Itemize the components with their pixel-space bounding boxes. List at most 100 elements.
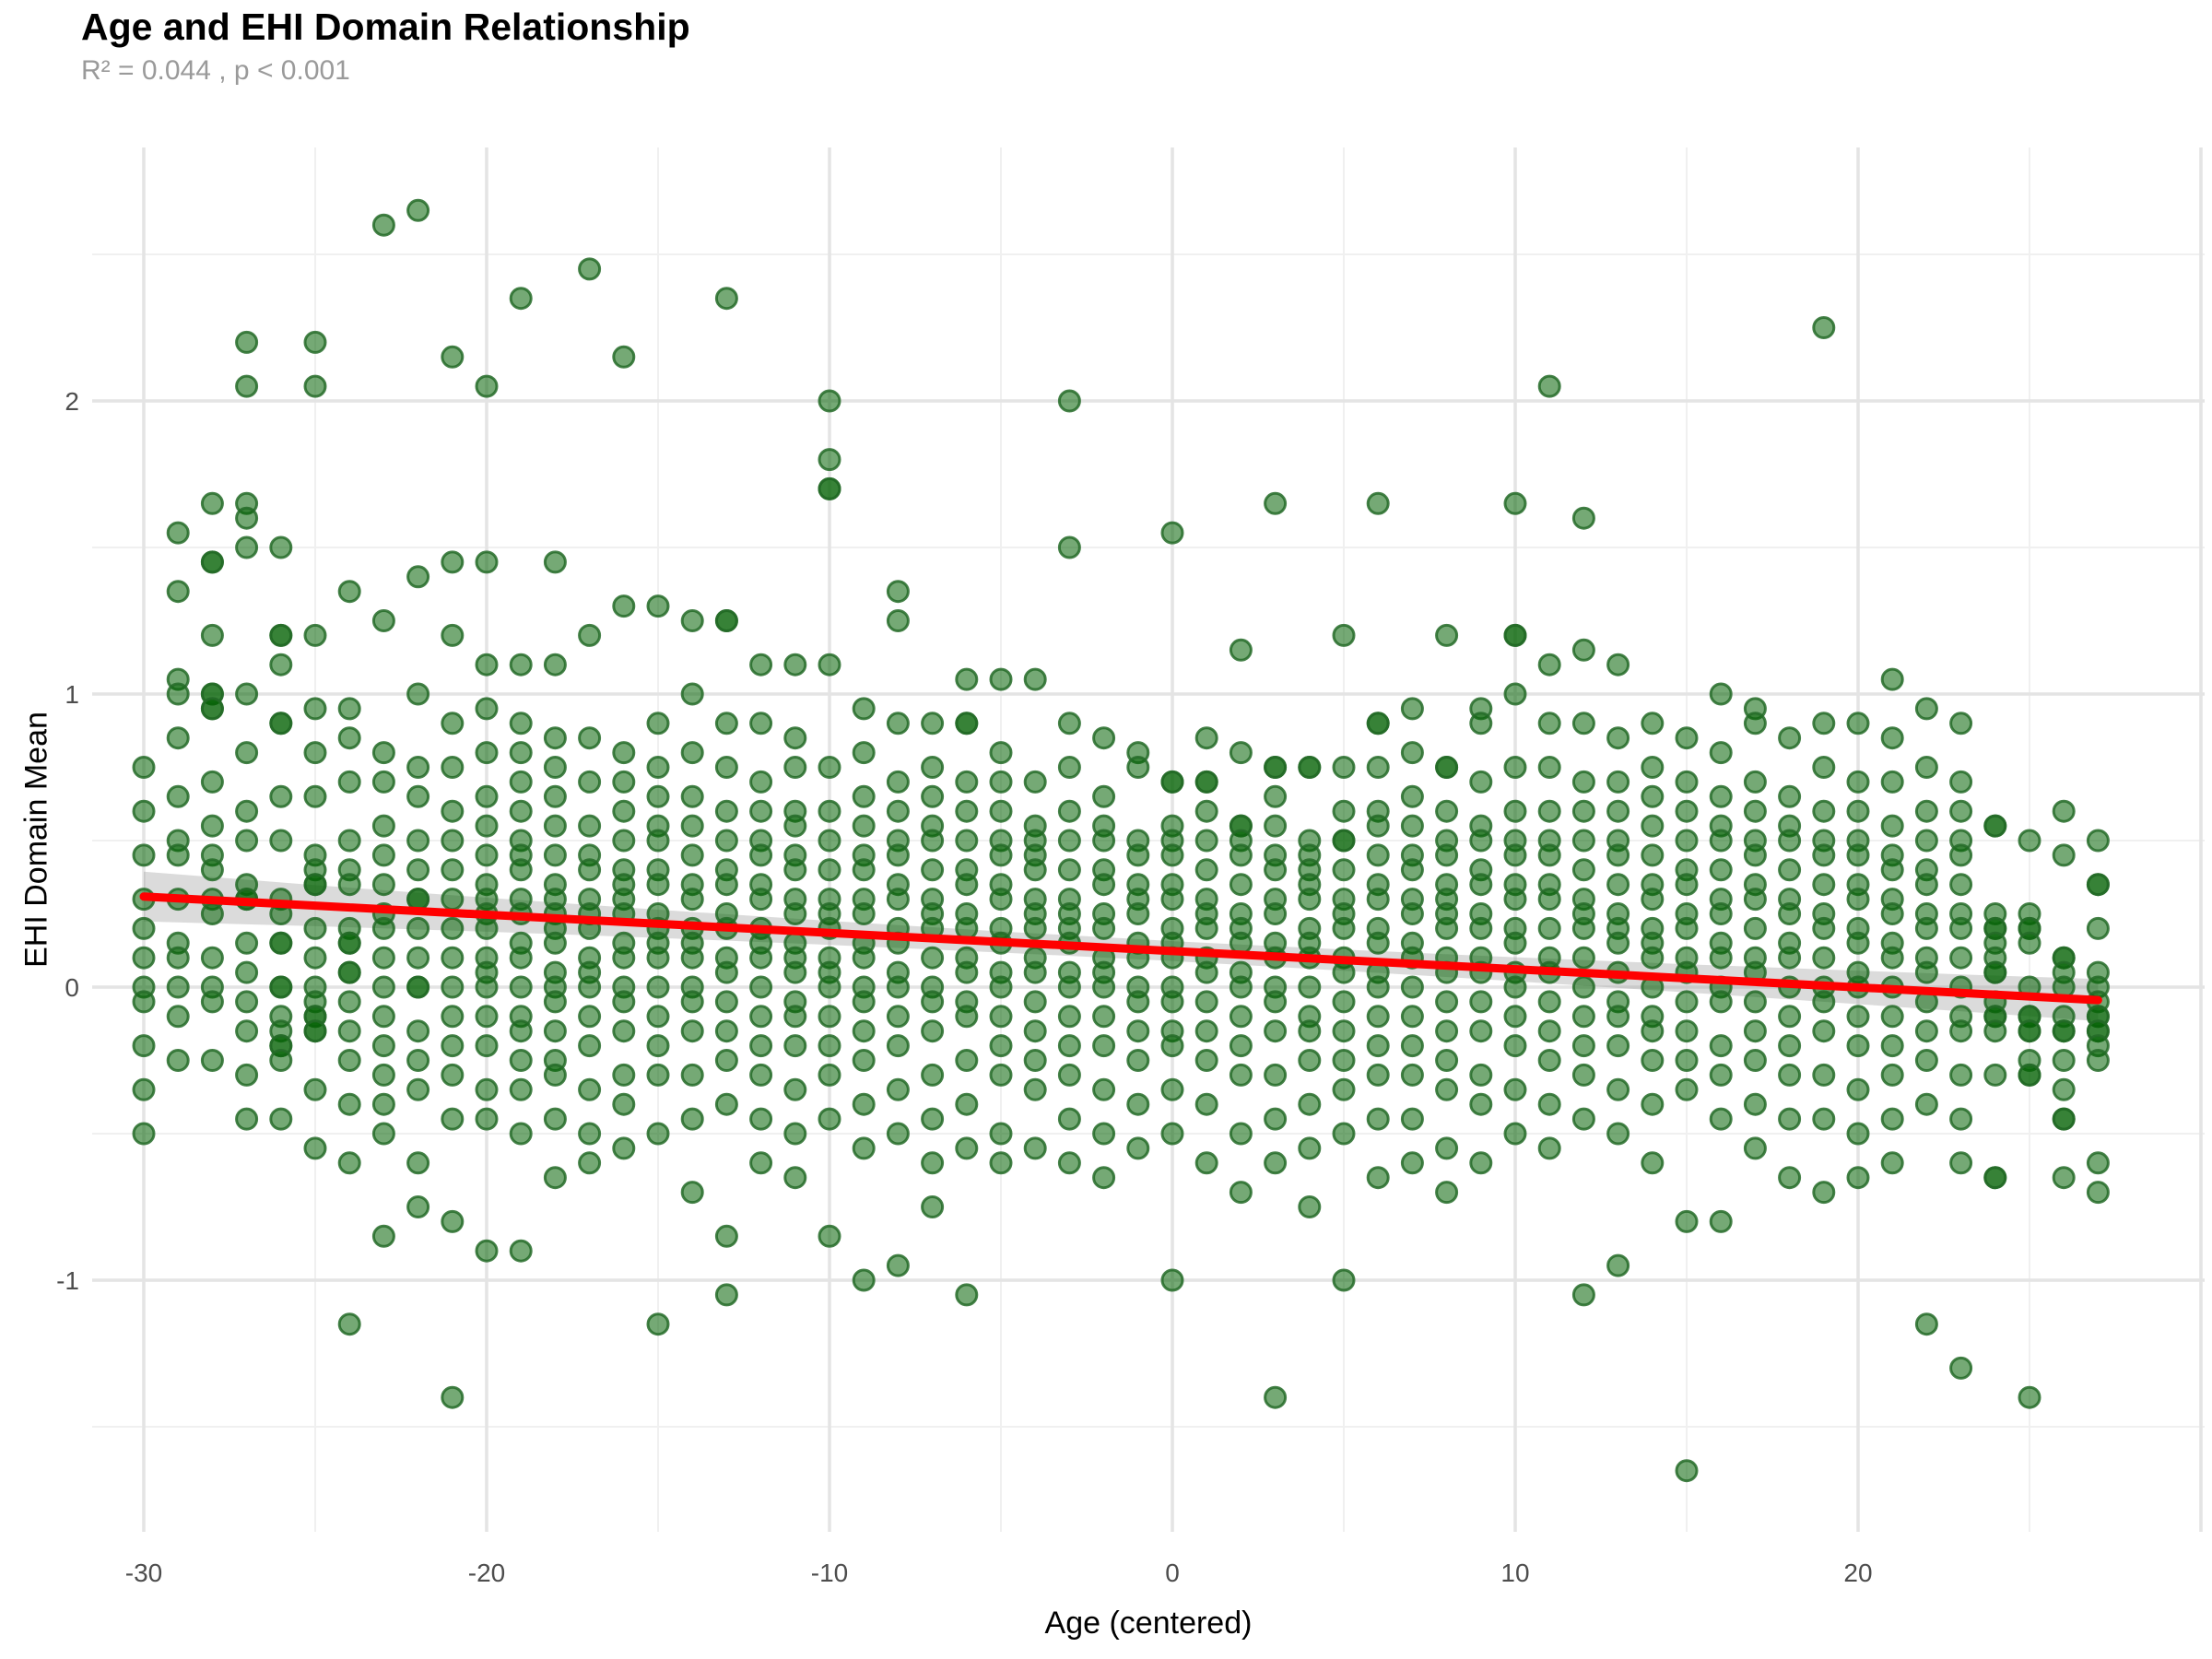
data-point xyxy=(200,697,224,721)
data-point xyxy=(1606,1034,1630,1058)
data-point xyxy=(646,1122,670,1146)
data-point xyxy=(714,960,738,984)
data-point xyxy=(337,1151,361,1175)
data-point xyxy=(200,623,224,647)
data-point xyxy=(269,784,293,808)
data-point xyxy=(1092,1166,1116,1190)
data-point xyxy=(1229,1005,1253,1029)
data-point xyxy=(1264,1019,1288,1043)
chart-title: Age and EHI Domain Relationship xyxy=(81,6,690,48)
data-point xyxy=(441,946,465,970)
data-point xyxy=(578,1151,602,1175)
data-point xyxy=(1743,990,1767,1014)
data-point xyxy=(1160,1122,1184,1146)
data-point xyxy=(646,946,670,970)
data-point xyxy=(235,960,259,984)
data-point xyxy=(200,814,224,838)
data-point xyxy=(1194,799,1218,823)
y-tick-label: 0 xyxy=(65,973,79,1002)
data-point xyxy=(303,1019,327,1043)
data-point xyxy=(1949,1063,1973,1087)
data-point xyxy=(1092,916,1116,940)
data-point xyxy=(680,1181,704,1205)
data-point xyxy=(132,756,156,779)
data-point xyxy=(475,374,499,398)
data-point xyxy=(680,888,704,912)
data-point xyxy=(1503,931,1527,955)
data-point xyxy=(578,858,602,882)
data-point xyxy=(1469,1019,1493,1043)
data-point xyxy=(509,1019,533,1043)
data-point xyxy=(371,1224,395,1248)
data-point xyxy=(1571,1005,1595,1029)
data-point xyxy=(1366,712,1390,735)
data-point xyxy=(1469,1063,1493,1087)
data-point xyxy=(1641,1049,1665,1072)
data-point xyxy=(1880,1151,1904,1175)
data-point xyxy=(337,1049,361,1072)
data-point xyxy=(852,1019,876,1043)
data-point xyxy=(955,829,979,853)
data-point xyxy=(371,946,395,970)
data-point xyxy=(1332,799,1356,823)
data-point xyxy=(680,741,704,765)
data-point xyxy=(1332,829,1356,853)
data-point xyxy=(1537,756,1561,779)
data-point xyxy=(1571,946,1595,970)
data-point xyxy=(1778,902,1802,925)
data-point xyxy=(818,1063,841,1087)
data-point xyxy=(132,843,156,867)
data-point xyxy=(783,756,807,779)
data-point xyxy=(921,712,945,735)
data-point xyxy=(1983,1166,2007,1190)
data-point xyxy=(1057,829,1081,853)
data-point xyxy=(886,888,910,912)
data-point xyxy=(749,712,773,735)
data-point xyxy=(475,1239,499,1263)
data-point xyxy=(1641,784,1665,808)
data-point xyxy=(132,946,156,970)
data-point xyxy=(1846,1166,1870,1190)
data-point xyxy=(475,784,499,808)
data-point xyxy=(1264,491,1288,515)
data-point xyxy=(1743,843,1767,867)
data-point xyxy=(1126,843,1150,867)
data-point xyxy=(714,287,738,311)
data-point xyxy=(1469,916,1493,940)
data-point xyxy=(1503,975,1527,999)
data-point xyxy=(852,741,876,765)
data-point xyxy=(1641,946,1665,970)
data-point xyxy=(1160,1077,1184,1101)
data-point xyxy=(646,829,670,853)
data-point xyxy=(1366,888,1390,912)
data-point xyxy=(1571,1283,1595,1307)
data-point xyxy=(1023,1019,1047,1043)
data-point xyxy=(1606,726,1630,750)
data-point xyxy=(818,858,841,882)
data-point xyxy=(1949,916,1973,940)
data-point xyxy=(1914,799,1938,823)
data-point xyxy=(612,799,636,823)
data-point xyxy=(680,682,704,706)
data-point xyxy=(955,1005,979,1029)
data-point xyxy=(1537,990,1561,1014)
data-point xyxy=(1778,1005,1802,1029)
data-point xyxy=(1880,667,1904,691)
data-point xyxy=(1023,916,1047,940)
data-point xyxy=(200,990,224,1014)
data-point xyxy=(543,653,567,677)
data-point xyxy=(475,1034,499,1058)
data-point xyxy=(1606,1077,1630,1101)
data-point xyxy=(1949,1356,1973,1380)
data-point xyxy=(1298,1195,1322,1218)
data-point xyxy=(1126,902,1150,925)
data-point xyxy=(783,1122,807,1146)
data-point xyxy=(1743,1019,1767,1043)
data-point xyxy=(646,712,670,735)
data-point xyxy=(1812,1019,1836,1043)
data-point xyxy=(509,799,533,823)
data-point xyxy=(543,756,567,779)
data-point xyxy=(818,1107,841,1131)
data-point xyxy=(303,1077,327,1101)
